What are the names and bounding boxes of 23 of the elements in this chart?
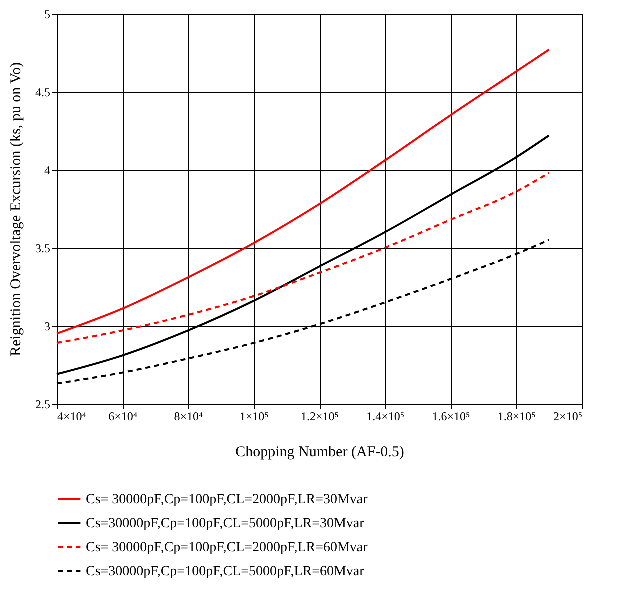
legend-label: Cs=30000pF,Cp=100pF,CL=5000pF,LR=30Mvar xyxy=(86,516,365,532)
legend-label: Cs=30000pF,Cp=100pF,CL=5000pF,LR=60Mvar xyxy=(86,564,365,580)
legend-label: Cs= 30000pF,Cp=100pF,CL=2000pF,LR=30Mvar xyxy=(86,492,368,508)
line-series xyxy=(56,48,550,335)
y-tick-label: 3.5 xyxy=(36,242,50,256)
legend-label: Cs= 30000pF,Cp=100pF,CL=2000pF,LR=60Mvar xyxy=(86,540,368,556)
y-tick-label: 2.5 xyxy=(36,398,50,412)
y-axis-title: Reignition Overvoltage Excursion (ks, pu on Vo) xyxy=(8,62,24,356)
line-series xyxy=(56,172,550,344)
x-tick-label: 1.4×10⁵ xyxy=(366,410,405,424)
x-tick-label: 8×10⁴ xyxy=(174,410,204,424)
y-tick-label: 3 xyxy=(44,320,50,334)
x-tick-label: 4×10⁴ xyxy=(58,410,86,424)
x-tick-label: 1.2×10⁵ xyxy=(301,410,339,424)
x-tick-label: 1.6×10⁵ xyxy=(432,410,470,424)
x-tick-label: 2×10⁵ xyxy=(554,410,582,424)
x-tick-label: 6×10⁴ xyxy=(108,410,138,424)
x-axis-title: Chopping Number (AF-0.5) xyxy=(236,444,404,460)
x-tick-label: 1×10⁵ xyxy=(240,410,269,424)
y-tick-label: 4 xyxy=(44,164,50,178)
y-tick-label: 4.5 xyxy=(36,86,50,100)
x-tick-label: 1.8×10⁵ xyxy=(498,410,536,424)
y-tick-label: 5 xyxy=(44,8,50,22)
